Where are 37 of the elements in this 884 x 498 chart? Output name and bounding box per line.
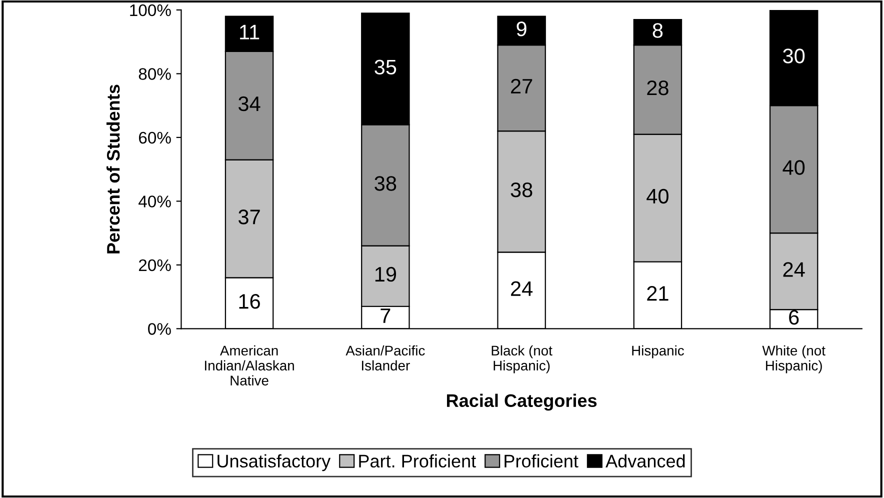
legend-label: Unsatisfactory <box>218 454 331 472</box>
y-tick-label: 0% <box>148 323 171 335</box>
data-label: 30 <box>783 48 805 64</box>
data-label: 28 <box>647 80 668 96</box>
y-tick-label: 80% <box>138 68 171 80</box>
data-label: 40 <box>646 188 668 204</box>
data-label: 11 <box>240 24 260 40</box>
y-tick-label: 20% <box>138 259 171 272</box>
data-label: 16 <box>239 294 260 309</box>
data-label: 38 <box>510 182 532 198</box>
data-label: 27 <box>511 78 532 94</box>
x-tick-label: Asian/Pacific Islander <box>346 345 425 371</box>
x-tick-label: White (not Hispanic) <box>762 345 826 374</box>
data-label: 40 <box>782 160 805 175</box>
data-label: 21 <box>647 286 668 301</box>
legend-label: Proficient <box>504 454 578 468</box>
data-label: 8 <box>652 23 663 38</box>
data-label: 37 <box>238 210 260 224</box>
y-tick-label: 100% <box>130 4 171 16</box>
x-tick-label: Hispanic <box>632 345 684 358</box>
data-label: 19 <box>375 266 396 282</box>
data-label: 38 <box>374 176 396 191</box>
data-label: 6 <box>789 310 799 325</box>
x-tick-label: Black (not Hispanic) <box>492 345 552 374</box>
y-tick-label: 60% <box>138 132 171 144</box>
y-axis-title: Percent of Students <box>106 84 120 254</box>
x-axis-title: Racial Categories <box>447 394 597 411</box>
legend-label: Part. Proficient <box>359 454 476 468</box>
data-label: 9 <box>516 22 526 36</box>
data-label: 34 <box>238 96 260 112</box>
data-label: 35 <box>374 60 396 75</box>
data-label: 24 <box>783 262 805 277</box>
x-tick-label: American Indian/Alaskan Native <box>205 345 294 386</box>
y-tick-label: 40% <box>138 196 171 208</box>
data-label: 24 <box>511 281 533 296</box>
legend-label: Advanced <box>606 454 685 468</box>
data-label: 7 <box>380 308 390 323</box>
